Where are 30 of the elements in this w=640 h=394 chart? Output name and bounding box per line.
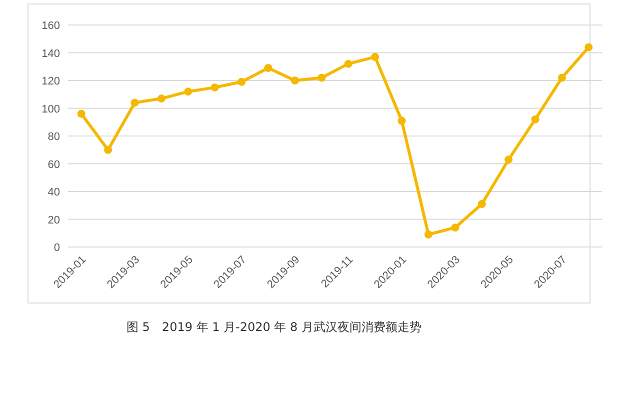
point [398, 116, 406, 125]
point [531, 115, 540, 124]
y-tick-label: 120 [42, 76, 60, 88]
point [157, 94, 166, 103]
y-tick-label: 140 [42, 48, 60, 60]
point [478, 200, 486, 208]
y-tick-label: 160 [42, 20, 60, 32]
y-tick-label: 20 [48, 214, 60, 226]
point [104, 146, 112, 154]
point [210, 83, 219, 92]
y-tick-label: 0 [54, 242, 60, 254]
caption: 图 5 2019 年 1 月-2020 年 8 月武汉夜间消费额走势 [126, 320, 422, 334]
point [371, 52, 380, 61]
point [424, 230, 432, 239]
y-tick-label: 100 [42, 103, 60, 116]
point [77, 110, 86, 118]
y-tick-label: 40 [48, 186, 60, 198]
point [290, 76, 299, 84]
point [504, 156, 513, 164]
point [130, 98, 139, 107]
point [584, 43, 593, 52]
point [238, 78, 246, 86]
point [451, 224, 460, 232]
y-tick-label: 60 [48, 158, 60, 171]
point [184, 88, 192, 96]
point [558, 74, 566, 82]
point [344, 60, 352, 68]
point [318, 74, 326, 82]
point [264, 64, 272, 72]
y-tick-label: 80 [48, 131, 60, 143]
